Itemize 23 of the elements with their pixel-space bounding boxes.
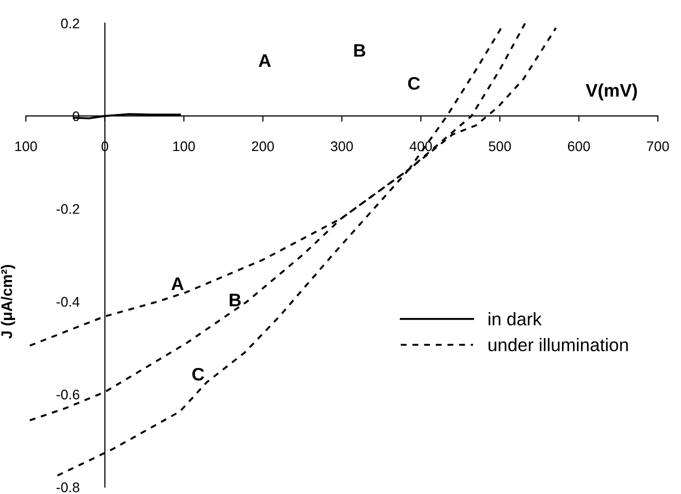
legend-label: in dark xyxy=(488,312,542,326)
annotation: C xyxy=(192,368,204,381)
y-tick-label: -0.6 xyxy=(56,390,80,400)
x-tick-label: 600 xyxy=(568,141,590,152)
x-tick-label: 700 xyxy=(646,141,669,152)
annotation: A xyxy=(258,54,271,67)
x-tick-label: 300 xyxy=(330,141,353,152)
y-tick-label: 0.2 xyxy=(61,18,80,28)
annotation: B xyxy=(354,44,366,57)
x-tick-label: 400 xyxy=(410,141,432,152)
x-tick-label: 100 xyxy=(173,141,195,152)
annotation: B xyxy=(230,294,241,306)
legend-label: under illumination xyxy=(488,338,628,352)
x-axis-title: V(mV) xyxy=(586,84,637,100)
y-tick-label: -0.2 xyxy=(56,204,80,214)
x-tick-label: 500 xyxy=(488,141,511,152)
x-tick-label: 200 xyxy=(252,141,274,152)
y-tick-label: -0.8 xyxy=(56,482,80,492)
x-tick-label: 100 xyxy=(15,141,37,152)
y-axis-title: J (μA/cm²) xyxy=(0,264,16,339)
y-tick-label: -0.4 xyxy=(56,296,80,307)
annotation: A xyxy=(171,278,184,290)
annotation: C xyxy=(408,76,420,90)
